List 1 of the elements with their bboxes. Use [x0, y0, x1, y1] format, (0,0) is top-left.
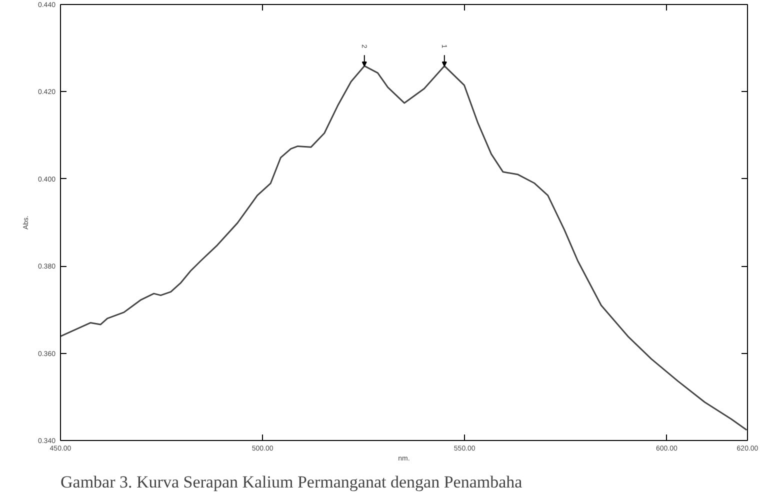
text: Gambar 3. Kurva Serapan Kalium Permanganat dengan Penambaha — [60, 472, 523, 492]
